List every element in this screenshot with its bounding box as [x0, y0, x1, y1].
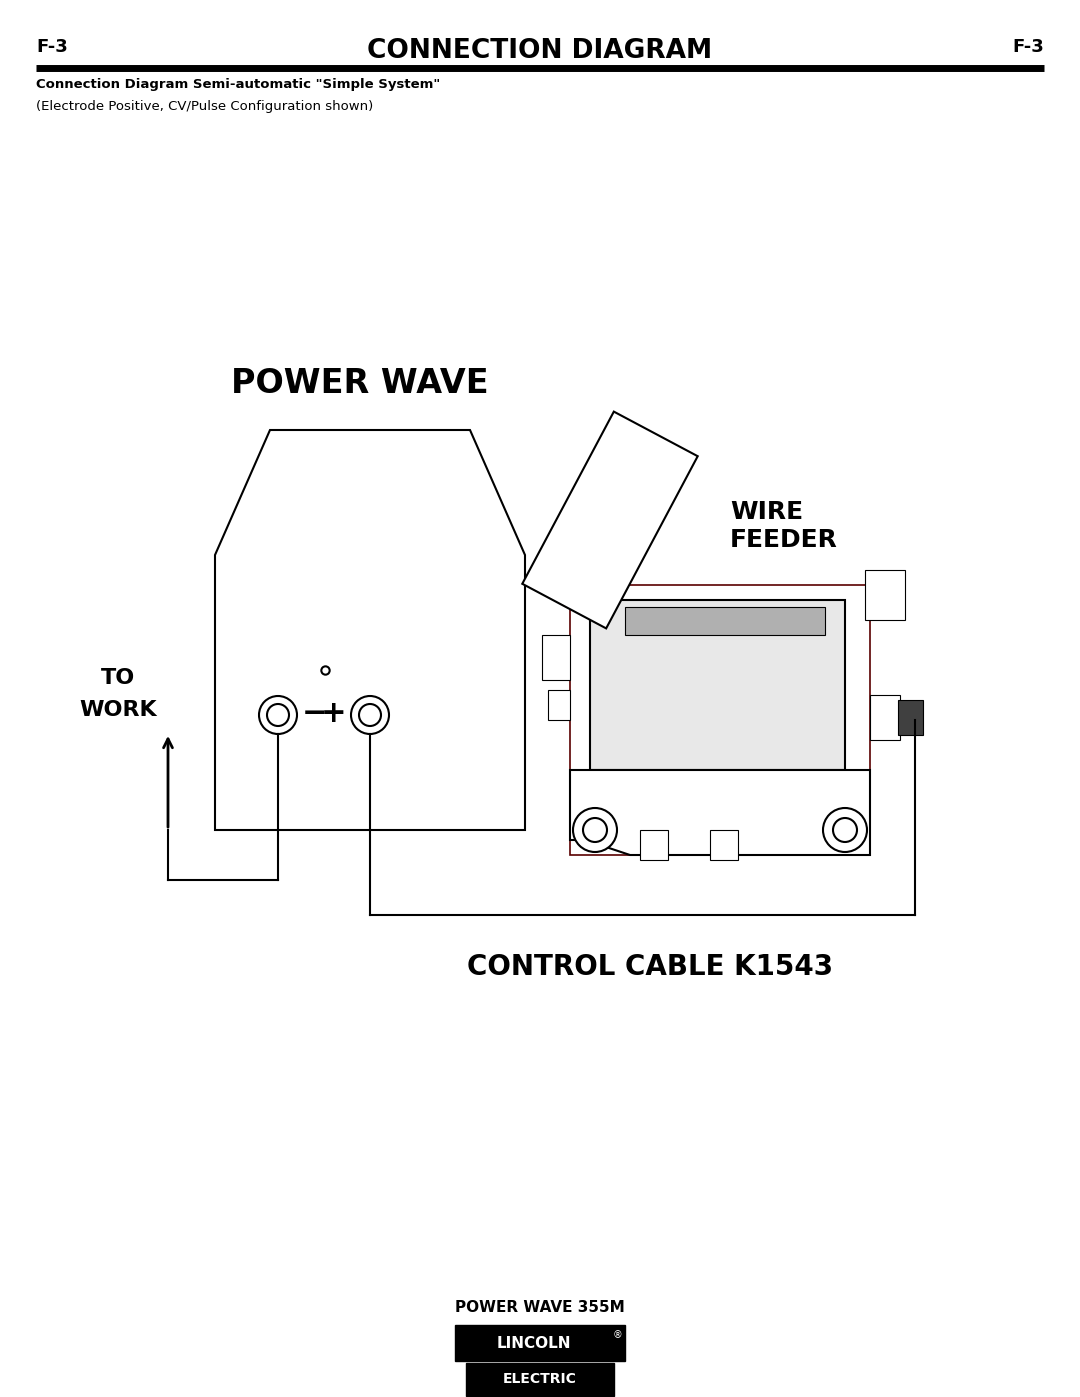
Text: ELECTRIC: ELECTRIC: [503, 1372, 577, 1386]
Text: CONNECTION DIAGRAM: CONNECTION DIAGRAM: [367, 38, 713, 64]
Bar: [455, 1324, 625, 1361]
Text: F-3: F-3: [36, 38, 68, 56]
Bar: [542, 636, 570, 680]
Bar: [897, 700, 923, 735]
Text: WIRE
FEEDER: WIRE FEEDER: [730, 500, 838, 552]
Text: +: +: [321, 698, 346, 728]
Text: POWER WAVE: POWER WAVE: [231, 367, 489, 400]
Circle shape: [833, 819, 858, 842]
Bar: [625, 608, 825, 636]
Bar: [710, 830, 738, 861]
Polygon shape: [523, 412, 698, 629]
Text: CONTROL CABLE K1543: CONTROL CABLE K1543: [467, 953, 833, 981]
Text: −: −: [302, 698, 327, 728]
Text: F-3: F-3: [1012, 38, 1044, 56]
Bar: [465, 1363, 615, 1396]
Text: LINCOLN: LINCOLN: [497, 1336, 571, 1351]
Bar: [640, 830, 669, 861]
Circle shape: [267, 704, 289, 726]
Text: ®: ®: [612, 1330, 622, 1340]
Text: (Electrode Positive, CV/Pulse Configuration shown): (Electrode Positive, CV/Pulse Configurat…: [36, 101, 374, 113]
Circle shape: [823, 807, 867, 852]
Polygon shape: [570, 770, 870, 855]
Text: WORK: WORK: [79, 700, 157, 719]
Bar: [865, 570, 905, 620]
Circle shape: [359, 704, 381, 726]
Circle shape: [573, 807, 617, 852]
Text: TO: TO: [100, 668, 135, 687]
Bar: [590, 599, 845, 770]
Text: POWER WAVE 355M: POWER WAVE 355M: [455, 1301, 625, 1315]
Bar: [870, 694, 900, 740]
Circle shape: [351, 696, 389, 733]
Circle shape: [583, 819, 607, 842]
Bar: [548, 690, 570, 719]
Circle shape: [259, 696, 297, 733]
Polygon shape: [215, 430, 525, 830]
Text: Connection Diagram Semi-automatic "Simple System": Connection Diagram Semi-automatic "Simpl…: [36, 78, 441, 91]
Bar: [570, 585, 870, 855]
